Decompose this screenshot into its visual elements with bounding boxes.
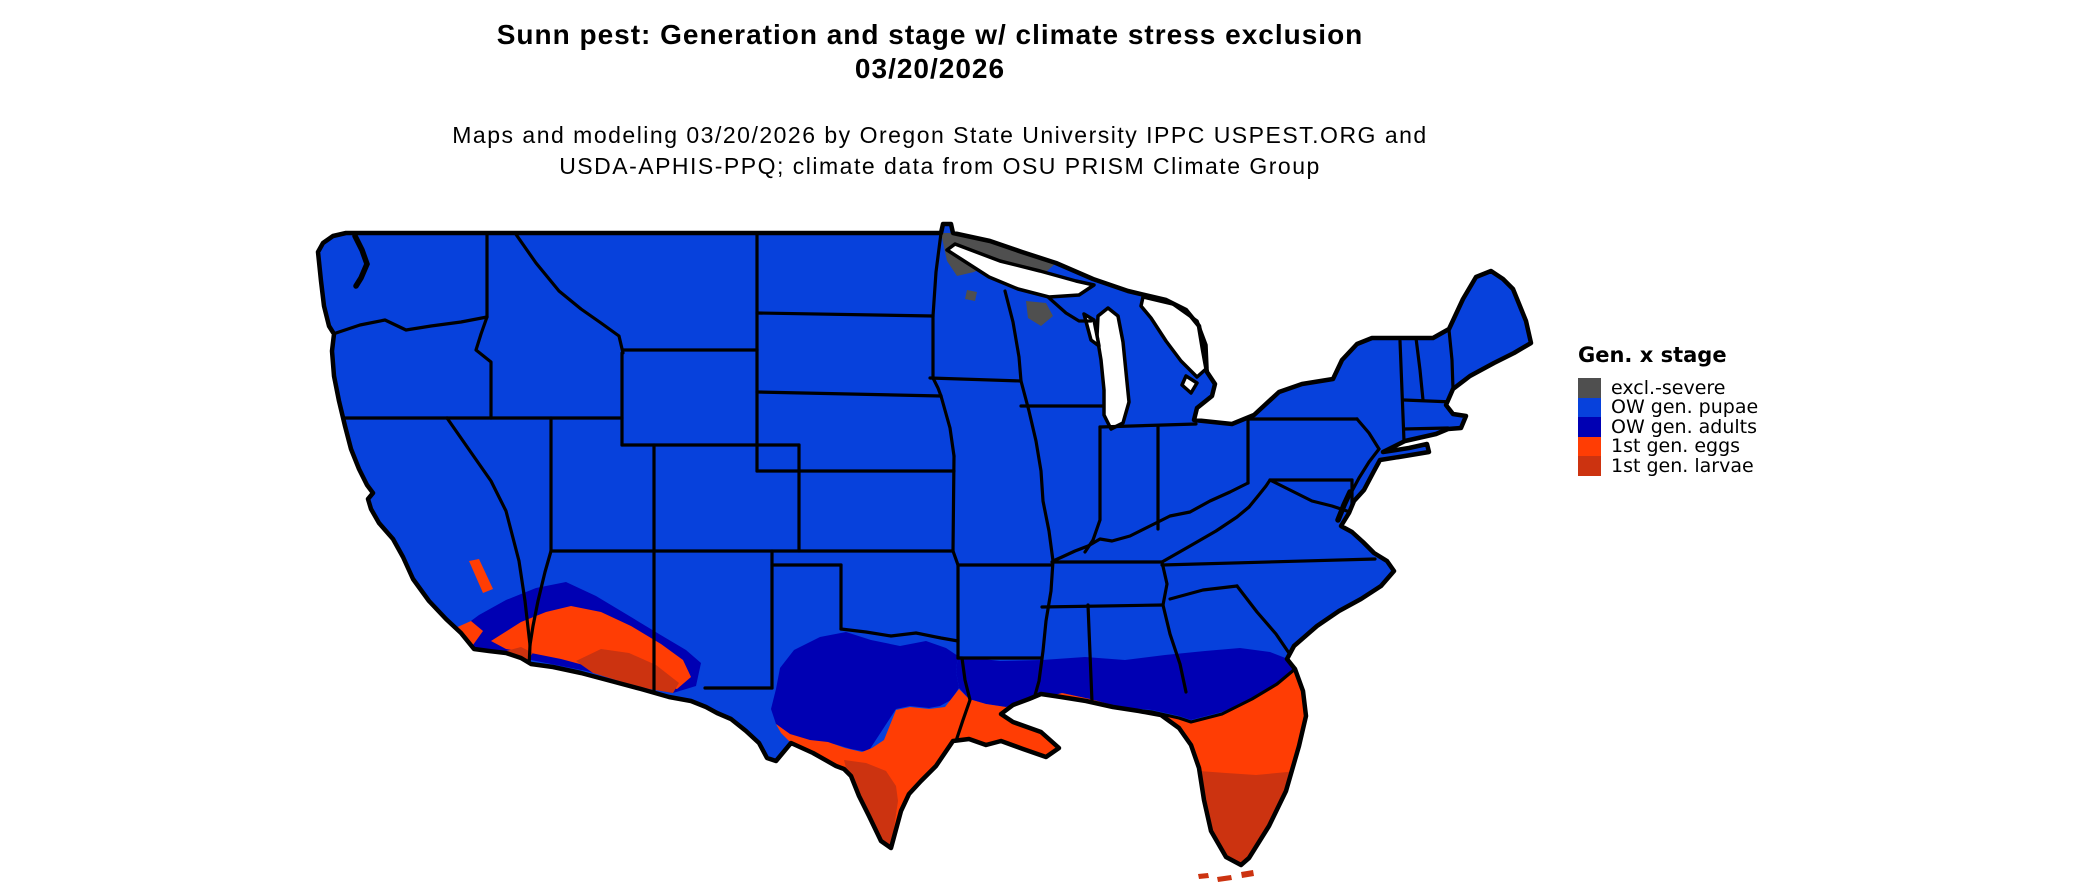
legend: Gen. x stage excl.-severe OW gen. pupae … bbox=[1578, 343, 1759, 477]
legend-swatch bbox=[1578, 417, 1601, 437]
lake-michigan bbox=[1095, 306, 1131, 431]
legend-item: excl.-severe bbox=[1578, 376, 1758, 399]
legend-item-label: 1st gen. larvae bbox=[1611, 454, 1754, 477]
florida-keys-1 bbox=[1198, 873, 1209, 879]
florida-keys-2 bbox=[1217, 875, 1232, 882]
ow-adults-texas-band bbox=[771, 632, 959, 752]
legend-item-label: OW gen. adults bbox=[1611, 415, 1758, 438]
lake-superior bbox=[945, 242, 1096, 299]
legend-item-label: OW gen. pupae bbox=[1611, 396, 1759, 419]
excl-severe-minnesota-dot bbox=[965, 290, 977, 301]
legend-item: 1st gen. eggs bbox=[1578, 435, 1758, 458]
eggs-california-valley-streak bbox=[469, 559, 493, 593]
us-outline bbox=[315, 221, 1534, 868]
legend-swatch bbox=[1578, 436, 1601, 456]
header: Sunn pest: Generation and stage w/ clima… bbox=[0, 18, 1860, 86]
larvae-south-texas bbox=[844, 760, 898, 848]
larvae-south-florida bbox=[1199, 771, 1298, 865]
legend-swatch bbox=[1578, 397, 1601, 417]
legend-item: OW gen. pupae bbox=[1578, 396, 1759, 419]
excl-severe-north-wisconsin bbox=[1026, 301, 1053, 326]
state-borders bbox=[331, 231, 1455, 743]
attribution-line-2: USDA-APHIS-PPQ; climate data from OSU PR… bbox=[559, 153, 1321, 179]
attribution-line-1: Maps and modeling 03/20/2026 by Oregon S… bbox=[452, 122, 1428, 148]
map-fills bbox=[318, 224, 1531, 865]
legend-item: OW gen. adults bbox=[1578, 415, 1758, 438]
legend-title: Gen. x stage bbox=[1578, 343, 1727, 367]
map-date: 03/20/2026 bbox=[854, 53, 1006, 84]
page-title: Sunn pest: Generation and stage w/ clima… bbox=[496, 19, 1364, 50]
legend-item-label: excl.-severe bbox=[1611, 376, 1726, 399]
legend-item: 1st gen. larvae bbox=[1578, 454, 1758, 477]
saginaw-bay bbox=[1180, 374, 1199, 395]
attribution: Maps and modeling 03/20/2026 by Oregon S… bbox=[0, 120, 1880, 182]
legend-swatch bbox=[1578, 456, 1601, 476]
florida-keys-3 bbox=[1241, 870, 1254, 878]
puget-sound bbox=[352, 233, 370, 289]
legend-items: excl.-severe OW gen. pupae OW gen. adult… bbox=[1578, 376, 1759, 477]
legend-swatch bbox=[1578, 378, 1601, 398]
legend-item-label: 1st gen. eggs bbox=[1611, 435, 1741, 458]
chesapeake-bay bbox=[1335, 489, 1353, 523]
